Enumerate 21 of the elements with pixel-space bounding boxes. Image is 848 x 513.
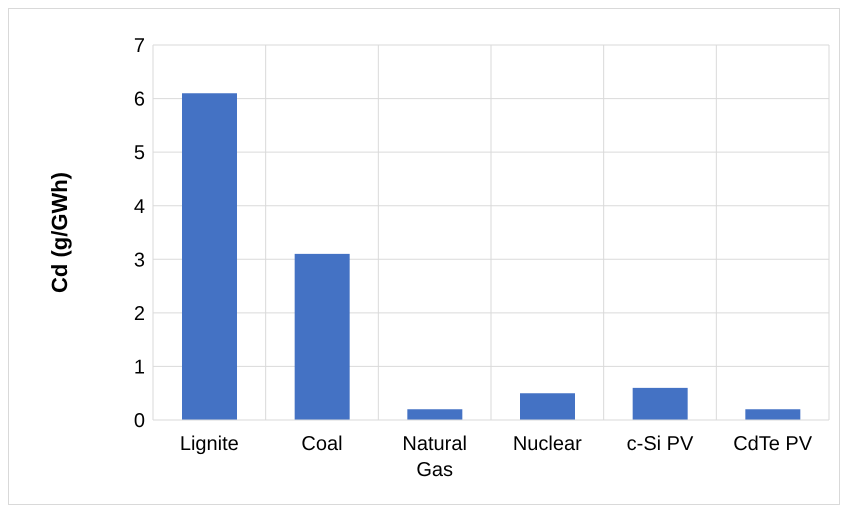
- y-tick-label: 3: [134, 249, 145, 272]
- x-tick-label: Nuclear: [512, 433, 582, 455]
- y-tick-label: 2: [134, 302, 145, 325]
- bar: [294, 254, 350, 420]
- y-tick-label: 1: [134, 356, 145, 379]
- bar: [520, 393, 575, 420]
- x-tick-label: CdTe PV: [733, 433, 813, 455]
- y-tick-label: 0: [134, 410, 145, 432]
- y-tick-label: 4: [134, 196, 145, 218]
- bar: [407, 409, 462, 420]
- y-axis-title: Cd (g/GWh): [46, 172, 72, 293]
- x-tick-label: Natural Gas: [402, 433, 467, 481]
- bar: [182, 93, 237, 420]
- y-tick-label: 7: [134, 35, 145, 58]
- y-tick-label: 5: [134, 142, 145, 164]
- x-tick-label: Lignite: [180, 433, 239, 455]
- x-tick-label: Coal: [301, 433, 343, 455]
- bar: [632, 388, 688, 420]
- y-tick-label: 6: [134, 88, 145, 111]
- x-tick-label: c-Si PV: [626, 433, 694, 455]
- bar: [745, 409, 800, 420]
